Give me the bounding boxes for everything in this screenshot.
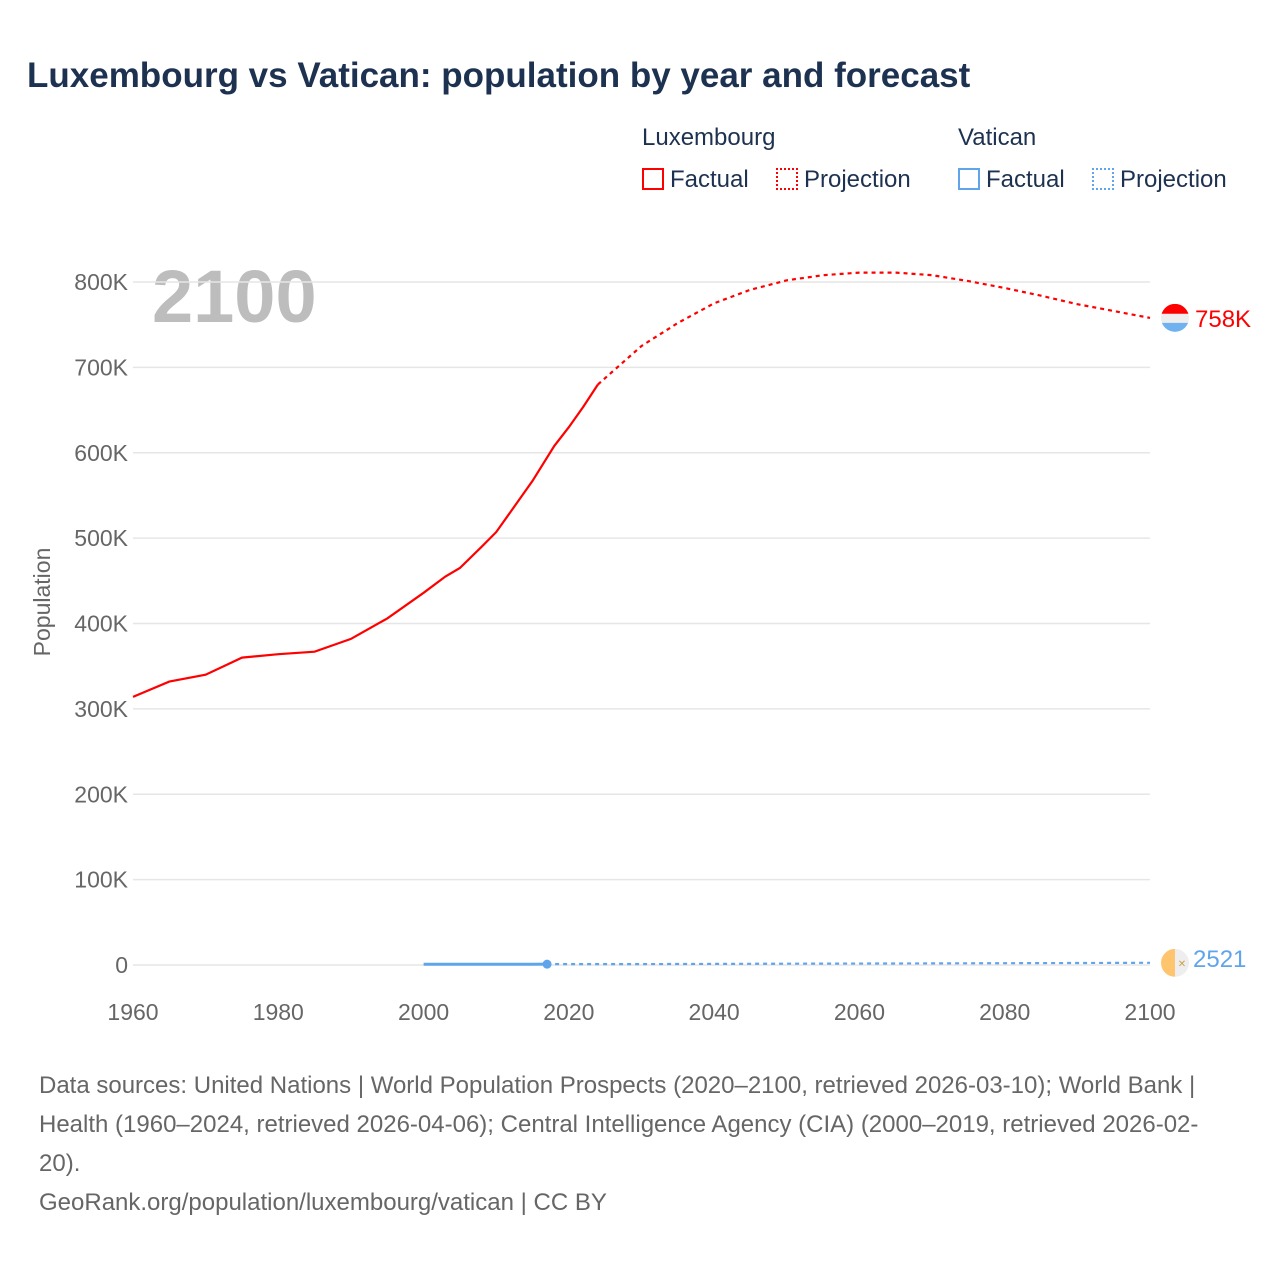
legend-swatch-dotted-icon: [776, 168, 798, 190]
year-label: 2100: [152, 255, 317, 338]
x-tick-label: 1980: [253, 999, 304, 1025]
luxembourg-flag-icon: [1161, 313, 1189, 323]
series-line-vatican-projection: [547, 961, 1151, 966]
data-sources: Data sources: United Nations | World Pop…: [39, 1072, 1199, 1177]
y-tick-label: 100K: [74, 867, 128, 893]
legend-vat-projection[interactable]: Projection: [1092, 166, 1227, 194]
legend-swatch-solid-icon: [642, 168, 664, 190]
legend-label: Projection: [804, 166, 911, 193]
y-tick-label: 800K: [74, 269, 128, 295]
luxembourg-flag-icon: [1161, 303, 1189, 314]
x-tick-label: 2040: [689, 999, 740, 1025]
x-tick-label: 2100: [1124, 999, 1175, 1025]
x-tick-label: 2060: [834, 999, 885, 1025]
end-label-luxembourg: 758K: [1195, 306, 1251, 333]
credit-link[interactable]: GeoRank.org/population/luxembourg/vatica…: [39, 1189, 607, 1216]
x-tick-label: 1960: [107, 999, 158, 1025]
y-tick-label: 300K: [74, 696, 128, 722]
series-line-luxembourg-factual: [132, 383, 599, 698]
y-tick-label: 400K: [74, 611, 128, 637]
legend-lux-projection[interactable]: Projection: [776, 166, 911, 194]
vatican-emblem-icon: ✕: [1178, 959, 1186, 970]
legend-lux-factual[interactable]: Factual: [642, 166, 749, 194]
x-tick-label: 2080: [979, 999, 1030, 1025]
legend-label: Factual: [670, 166, 749, 193]
legend-swatch-solid-icon: [958, 168, 980, 190]
footer: Data sources: United Nations | World Pop…: [39, 1066, 1239, 1222]
vatican-flag-icon: [1175, 948, 1189, 977]
legend-label: Projection: [1120, 166, 1227, 193]
x-tick-label: 2020: [543, 999, 594, 1025]
y-tick-label: 0: [115, 952, 128, 978]
y-tick-label: 500K: [74, 525, 128, 551]
y-tick-label: 200K: [74, 781, 128, 807]
vatican-last-factual-point: [542, 959, 552, 969]
plot-area: 2100 0 100K 200K 300K 400K 500K 600K 700K 800K 196…: [29, 255, 1251, 1025]
vatican-flag-icon: [1161, 948, 1175, 977]
legend-label: Factual: [986, 166, 1065, 193]
y-tick-label: 700K: [74, 354, 128, 380]
end-label-vatican: 2521: [1193, 946, 1246, 973]
x-tick-label: 2000: [398, 999, 449, 1025]
chart-title: Luxembourg vs Vatican: population by yea…: [27, 56, 971, 95]
luxembourg-flag-icon: [1161, 322, 1189, 332]
y-axis-label: Population: [29, 548, 55, 657]
y-tick-label: 600K: [74, 440, 128, 466]
legend-vat-factual[interactable]: Factual: [958, 166, 1065, 194]
legend-group-vatican: Vatican: [958, 124, 1037, 151]
legend-swatch-dotted-icon: [1092, 168, 1114, 190]
legend-group-luxembourg: Luxembourg: [642, 124, 776, 151]
series-line-luxembourg-projection: [597, 271, 1151, 386]
